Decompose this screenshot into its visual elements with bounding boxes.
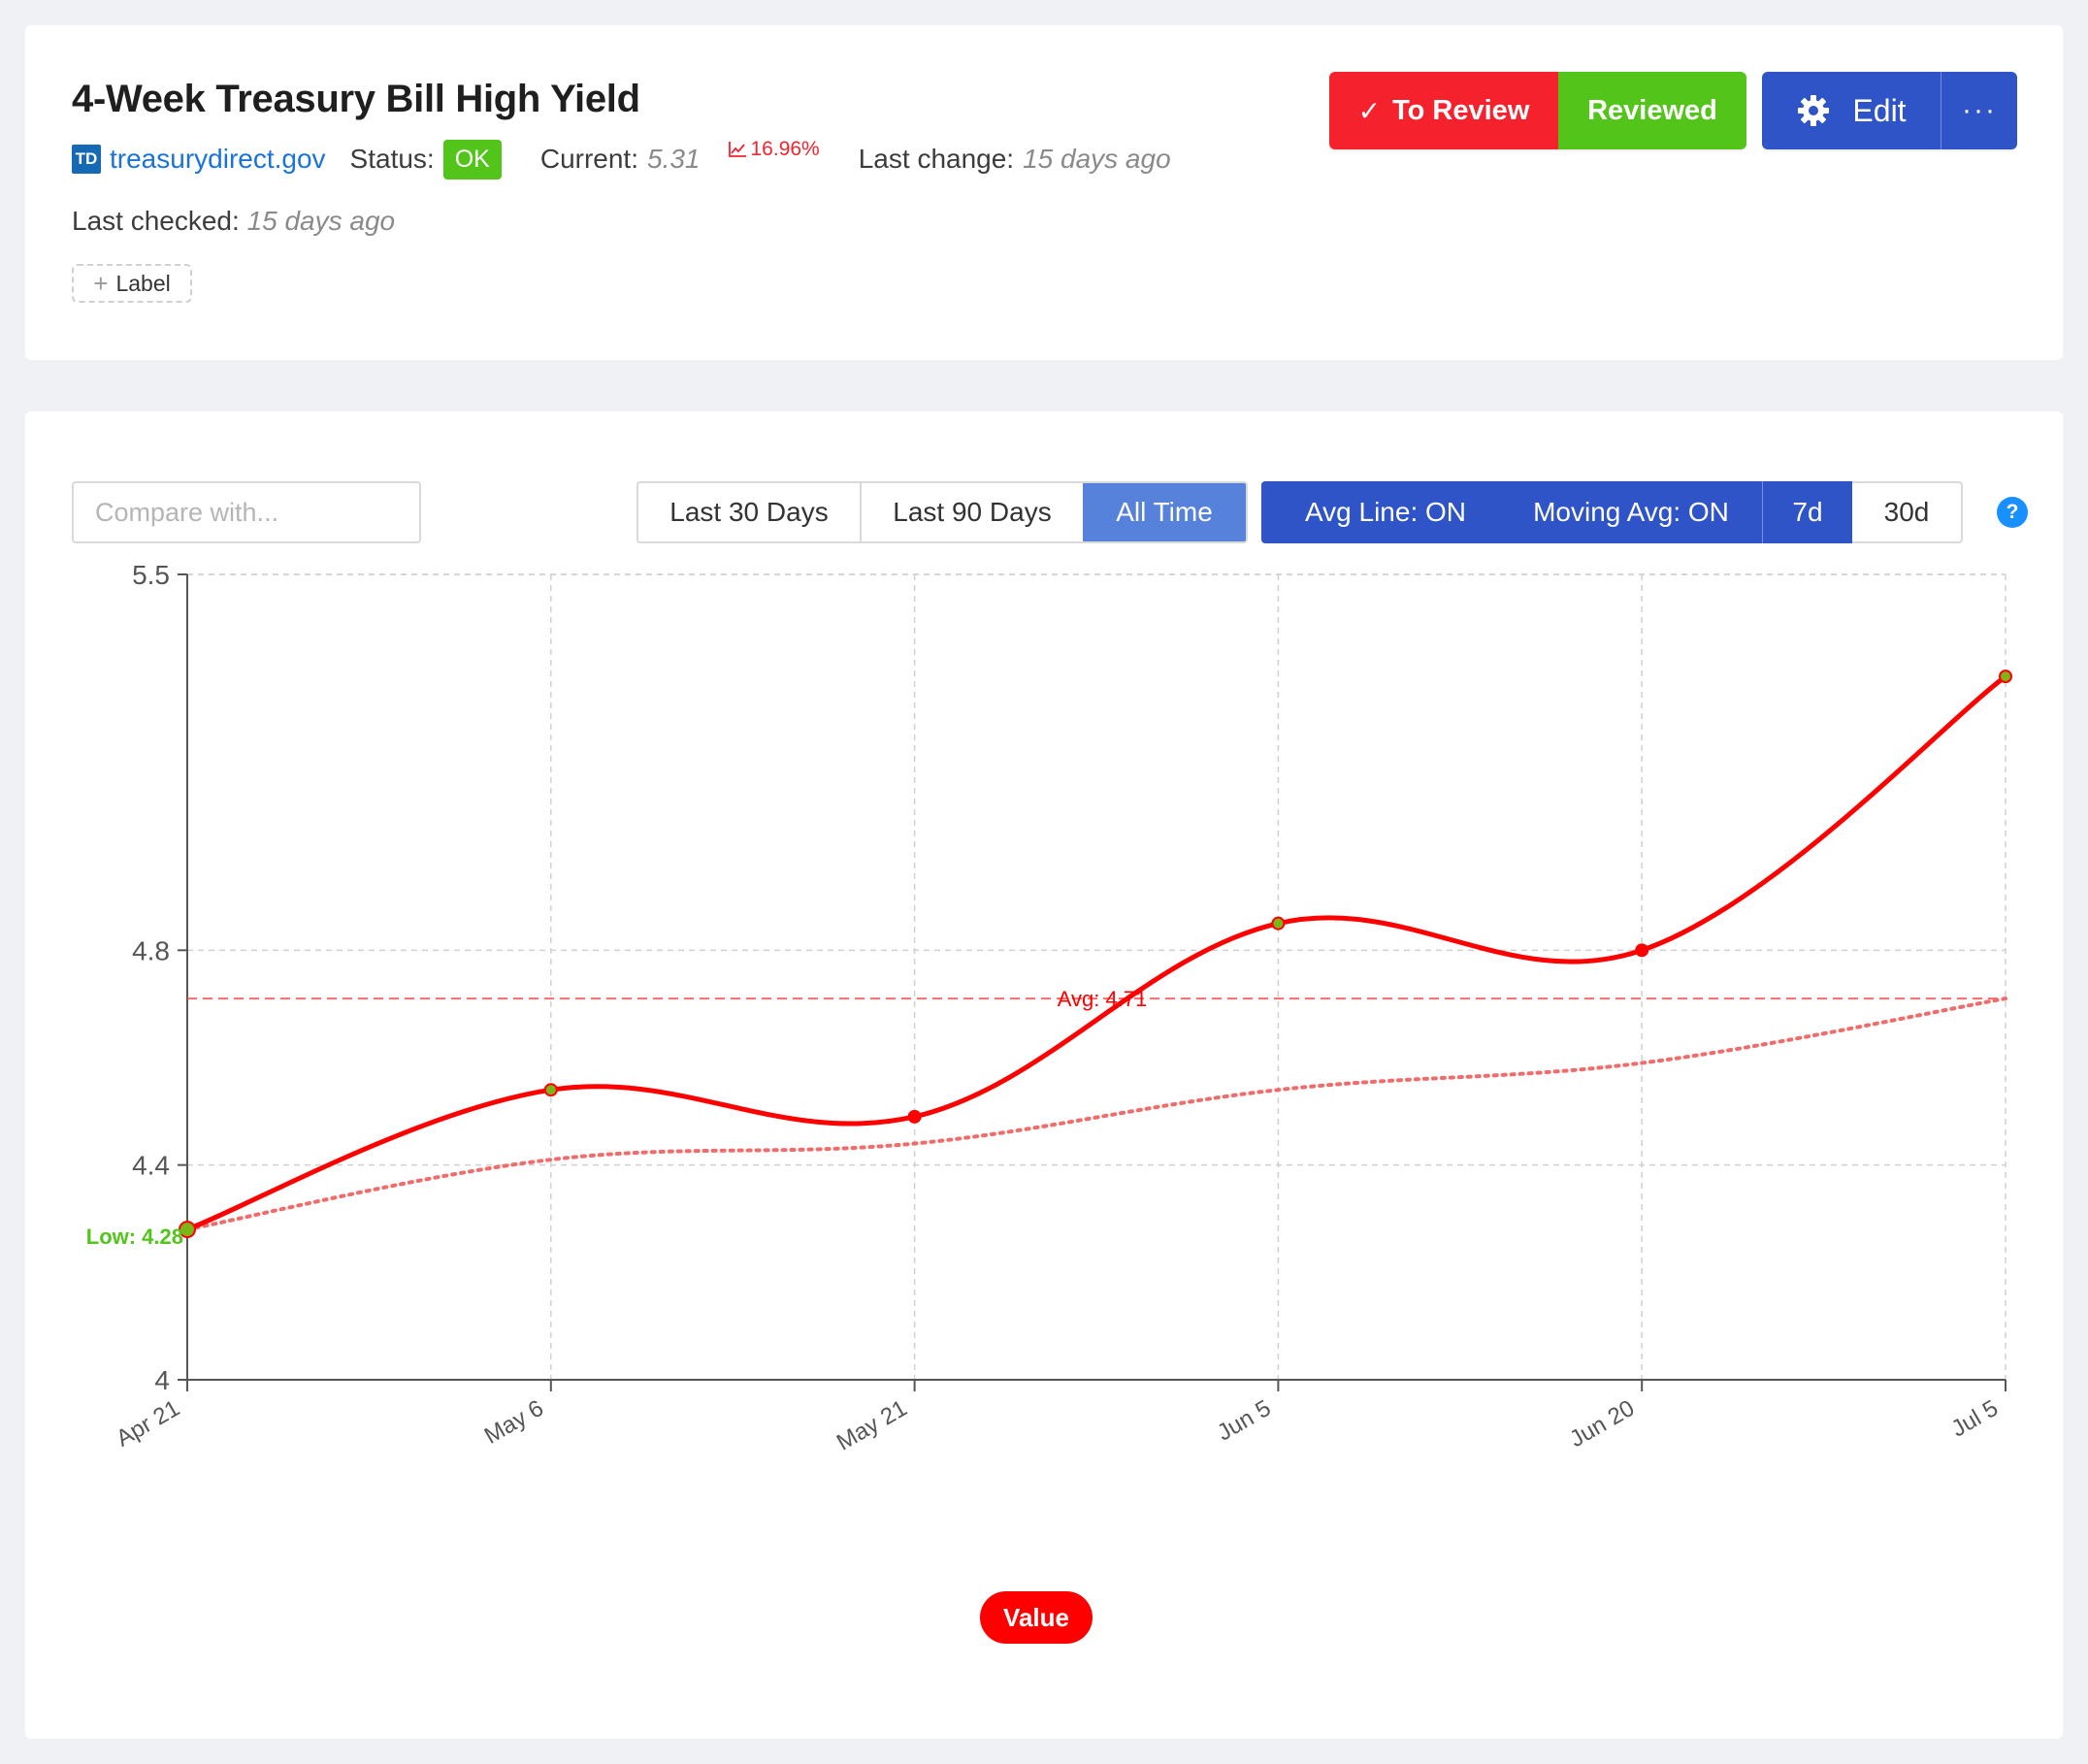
x-tick-label: Jun 20 — [1565, 1395, 1639, 1453]
time-range-group: Last 30 Days Last 90 Days All Time — [636, 481, 1248, 543]
data-point — [543, 1083, 558, 1097]
data-point — [1635, 943, 1649, 958]
x-tick-label: May 21 — [832, 1395, 912, 1456]
more-options-button[interactable]: ··· — [1941, 72, 2017, 149]
value-series-line — [186, 674, 2007, 1232]
legend-item-value[interactable]: Value — [980, 1591, 1093, 1644]
moving-average-line — [185, 996, 2007, 1232]
data-point — [179, 1221, 196, 1239]
trend-up-icon — [728, 142, 746, 157]
x-tick-label: Jun 5 — [1213, 1395, 1275, 1447]
help-icon[interactable]: ? — [1997, 497, 2028, 528]
y-tick-label: 4 — [154, 1365, 170, 1395]
current-label: Current: — [539, 144, 638, 174]
moving-avg-toggle-button[interactable]: Moving Avg: ON — [1500, 481, 1762, 543]
moving-avg-group: Moving Avg: ON 7d 30d — [1500, 481, 1963, 543]
reviewed-button[interactable]: Reviewed — [1558, 72, 1746, 149]
data-point — [1271, 916, 1286, 931]
edit-button[interactable]: Edit — [1762, 72, 1941, 149]
site-favicon-icon: TD — [72, 145, 101, 174]
monitor-header-card: 4-Week Treasury Bill High Yield TD treas… — [25, 25, 2063, 360]
x-tick-label: Jul 5 — [1947, 1395, 2003, 1443]
edit-label: Edit — [1852, 92, 1907, 128]
site-link[interactable]: treasurydirect.gov — [110, 144, 326, 174]
compare-input[interactable] — [72, 481, 421, 543]
last-change-label: Last change: — [858, 144, 1015, 174]
add-label-text: Label — [115, 270, 171, 296]
to-review-button[interactable]: ✓ To Review — [1329, 72, 1558, 149]
range-last-90-days-button[interactable]: Last 90 Days — [893, 497, 1052, 527]
edit-button-group: Edit ··· — [1762, 72, 2017, 149]
page-title: 4-Week Treasury Bill High Yield — [72, 78, 640, 120]
chart-card: Last 30 Days Last 90 Days All Time Avg L… — [25, 411, 2063, 1739]
y-tick-label: 4.4 — [132, 1151, 170, 1181]
gear-icon — [1798, 95, 1830, 126]
low-marker-label: Low: 4.28 — [86, 1225, 183, 1249]
avg-line-label: Avg: 4.71 — [1058, 987, 1148, 1011]
last-change-value: 15 days ago — [1023, 144, 1171, 174]
add-label-button[interactable]: + Label — [72, 264, 192, 303]
review-toggle-group: ✓ To Review Reviewed — [1329, 72, 1746, 149]
change-percent: 16.96% — [750, 138, 820, 160]
moving-avg-7d-button[interactable]: 7d — [1762, 481, 1852, 543]
x-tick-label: May 6 — [480, 1395, 548, 1450]
last-checked-value: 15 days ago — [246, 206, 396, 236]
line-chart: 4 4.4 4.8 5.5 Apr 21 May 6 May 21 Jun 5 Jun 20 Ju… — [86, 560, 2012, 1456]
avg-line-toggle-button[interactable]: Avg Line: ON — [1261, 481, 1510, 543]
moving-avg-30d-button[interactable]: 30d — [1852, 481, 1963, 543]
status-badge: OK — [442, 139, 502, 180]
check-icon: ✓ — [1357, 95, 1382, 126]
y-tick-label: 4.8 — [132, 935, 170, 965]
change-indicator: 16.96% — [728, 138, 820, 161]
last-checked-label: Last checked: — [72, 206, 240, 236]
range-all-time-button[interactable]: All Time — [1083, 483, 1246, 541]
y-tick-label: 5.5 — [132, 560, 170, 590]
status-label: Status: — [349, 144, 435, 174]
meta-row: TD treasurydirect.gov Status: OK Current… — [72, 138, 1171, 180]
last-checked-row: Last checked: 15 days ago — [72, 206, 395, 237]
current-value: 5.31 — [647, 144, 701, 174]
plus-icon: + — [93, 269, 109, 298]
data-point — [1999, 670, 2012, 684]
x-tick-label: Apr 21 — [112, 1395, 184, 1453]
to-review-label: To Review — [1392, 94, 1530, 126]
data-point — [907, 1109, 922, 1124]
range-last-30-days-button[interactable]: Last 30 Days — [638, 483, 862, 541]
